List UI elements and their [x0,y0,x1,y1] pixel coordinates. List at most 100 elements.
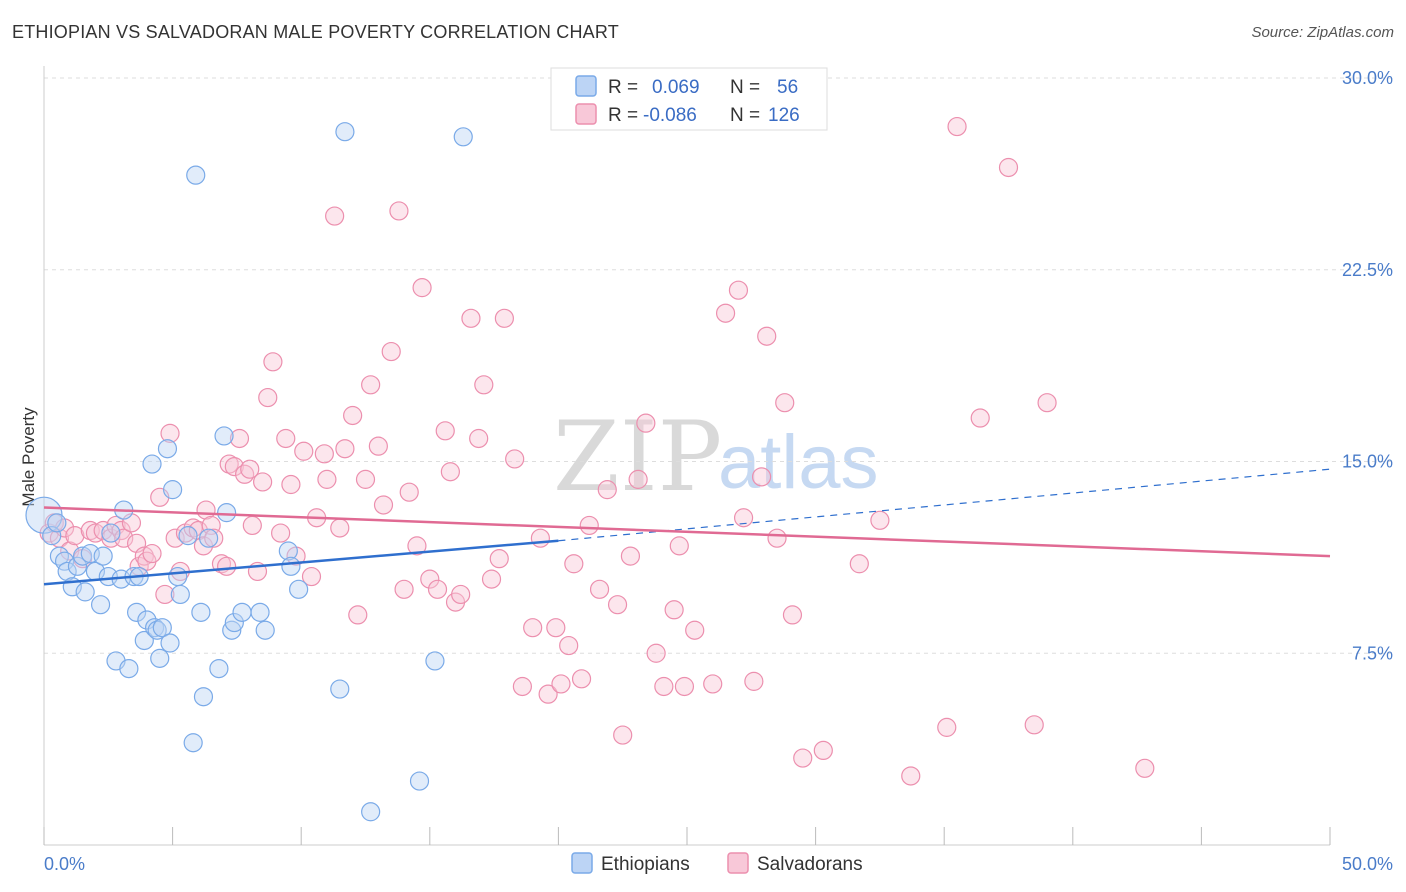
salvadorans-point [654,676,674,697]
ethiopians-point [152,618,172,638]
ethiopians-point [222,620,242,640]
salvadorans-point [474,375,494,395]
salvadorans-point [435,421,455,441]
salvadorans-point [757,326,777,346]
legend-n-value-ethiopians: 56 [777,77,798,98]
ethiopians-point [49,546,70,566]
ethiopians-point [191,602,211,622]
salvadorans-point [628,469,648,489]
salvadorans-point [733,508,754,528]
salvadorans-point [947,116,967,137]
salvadorans-point [188,520,208,541]
salvadorans-point [579,515,599,536]
ethiopians-point [178,526,198,546]
salvadorans-point [301,566,322,587]
salvadorans-point [703,674,723,694]
salvadorans-point [394,579,414,599]
legend-r-value-salvadorans: -0.086 [643,105,697,126]
salvadorans-point [669,536,689,556]
salvadorans-point [901,766,921,786]
ethiopians-point [160,633,180,653]
legend-swatch-salvadorans-bottom [727,852,749,874]
y-tick-label: 15.0% [1342,452,1393,472]
salvadorans-point [412,278,432,298]
salvadorans-point [407,536,427,556]
source-credit: Source: ZipAtlas.com [1251,24,1394,41]
ethiopians-point [168,566,188,587]
watermark-zip: ZIP [553,401,722,513]
salvadorans-point [782,605,803,625]
salvadorans-point [970,408,990,428]
salvadorans-point [314,444,334,464]
salvadorans-point [461,308,481,328]
salvadorans-point [1135,758,1155,778]
salvadorans-point [551,674,571,694]
ethiopians-point [93,546,113,566]
legend-swatch-ethiopians-bottom [571,852,593,874]
legend-box [550,67,828,131]
salvadorans-point [224,457,244,477]
ethiopians-point [157,439,178,459]
x-tick-label-max: 50.0% [1342,854,1393,874]
salvadorans-point [253,472,273,492]
salvadorans-point [469,428,489,449]
ethiopians-point [281,556,301,576]
ethiopians-point [453,127,473,147]
trend-lines [43,468,1331,586]
ethiopians-point [67,556,88,576]
salvadorans-point [512,676,532,697]
salvadorans-point [505,449,525,469]
salvadorans-point [217,556,237,576]
salvadorans-point [373,495,394,515]
salvadorans-point [494,308,514,328]
y-axis-label: Male Poverty [19,407,38,507]
series-legend: Ethiopians Salvadorans [571,852,863,875]
salvadorans-point [775,393,795,413]
ethiopians-point [361,802,381,822]
salvadorans-point [571,669,592,689]
salvadorans-trend-line [43,506,1331,558]
ethiopians-point [409,771,430,791]
ethiopians-point [75,582,95,602]
ethiopians-point [147,620,167,640]
salvadorans-point [538,684,558,704]
salvadorans-point [389,201,409,221]
salvadorans-point [597,480,617,500]
salvadorans-point [330,518,350,538]
ethiopians-point [101,523,121,543]
salvadorans-point [361,375,381,395]
ethiopians-point [330,679,350,699]
salvadorans-point [870,510,890,530]
salvadorans-point [523,618,543,638]
salvadorans-point [114,528,134,548]
legend-r-value-ethiopians: 0.069 [652,77,700,98]
y-tick-label: 22.5% [1342,260,1393,280]
ethiopians-point [119,658,139,679]
salvadorans-point [613,725,633,745]
salvadorans-point [559,635,579,656]
salvadorans-point [620,546,641,566]
salvadorans-point [481,569,502,589]
ethiopians-point [42,526,62,546]
salvadorans-point [715,303,736,323]
ethiopians-point [289,579,309,599]
ethiopians-point [335,122,355,142]
salvadorans-point [1037,393,1057,413]
salvadorans-point [674,676,695,697]
ethiopians-point [47,513,67,533]
x-tick-label-min: 0.0% [44,854,85,874]
y-tick-label: 30.0% [1342,68,1393,88]
salvadorans-point [343,405,363,426]
salvadorans-point [767,528,787,548]
salvadorans-point [348,605,368,625]
salvadorans-point [368,436,388,456]
salvadorans-point [229,428,250,449]
ethiopians-point [150,648,170,668]
salvadorans-point [564,554,584,574]
salvadorans-point [1024,715,1044,735]
salvadorans-point [636,413,656,433]
salvadorans-point [276,428,296,449]
ethiopians-point [142,454,162,474]
salvadorans-point [793,748,813,768]
salvadorans-point [317,469,337,489]
